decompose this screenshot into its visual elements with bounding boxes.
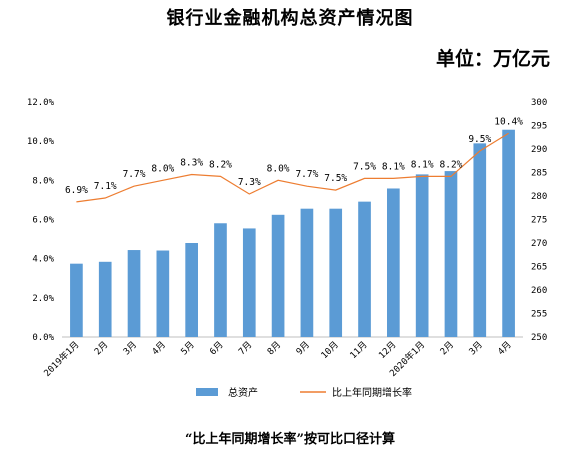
- growth-rate-line: [76, 132, 509, 203]
- bar-total-assets: [473, 143, 487, 337]
- right-axis-tick-label: 285: [531, 169, 547, 179]
- chart-title: 银行业金融机构总资产情况图: [166, 8, 414, 29]
- left-axis-tick-label: 6.0%: [32, 216, 54, 226]
- x-axis-tick-label: 2月: [92, 339, 110, 357]
- x-axis-tick-label: 11月: [348, 339, 370, 361]
- bar-total-assets: [444, 171, 458, 337]
- unit-label: 单位：万亿元: [435, 48, 550, 70]
- x-axis-tick-label: 10月: [319, 339, 341, 361]
- data-label: 7.7%: [295, 169, 318, 180]
- left-axis-tick-label: 4.0%: [32, 255, 54, 265]
- bar-total-assets: [127, 250, 141, 337]
- data-label: 10.4%: [494, 116, 523, 127]
- bar-total-assets: [415, 174, 429, 337]
- bar-total-assets: [70, 263, 83, 337]
- left-axis-ticks: 0.0% 2.0% 4.0% 6.0% 8.0% 10.0% 12.0%: [27, 98, 55, 343]
- left-axis-tick-label: 0.0%: [32, 333, 54, 343]
- bar-total-assets: [329, 208, 343, 337]
- data-label: 8.0%: [267, 163, 290, 174]
- left-axis-tick-label: 2.0%: [32, 294, 54, 304]
- data-label: 7.7%: [123, 169, 146, 180]
- legend-label-growth-rate: 比上年同期增长率: [332, 386, 412, 399]
- right-axis-tick-label: 260: [531, 286, 547, 296]
- left-axis-tick-label: 12.0%: [27, 98, 55, 108]
- right-axis-ticks: 250 255 260 265 270 275 280 285 290 295 300: [531, 98, 547, 343]
- right-axis-tick-label: 295: [531, 122, 547, 132]
- right-axis-tick-label: 275: [531, 216, 547, 226]
- bar-total-assets: [214, 223, 227, 337]
- x-axis-tick-label: 6月: [208, 339, 226, 357]
- data-label: 7.3%: [238, 177, 261, 188]
- bar-series: [70, 129, 515, 337]
- legend-label-total-assets: 总资产: [228, 386, 258, 399]
- data-label: 7.1%: [94, 181, 117, 192]
- x-axis-tick-label: 9月: [294, 339, 312, 357]
- data-label: 8.2%: [440, 159, 463, 170]
- x-axis-tick-label: 4月: [496, 339, 514, 357]
- data-label: 8.3%: [180, 157, 203, 168]
- data-label: 8.1%: [411, 159, 434, 170]
- bar-total-assets: [156, 250, 170, 337]
- data-label: 9.5%: [468, 134, 491, 145]
- data-label: 6.9%: [65, 185, 88, 196]
- footnote: “比上年同期增长率”按可比口径计算: [185, 432, 395, 447]
- data-label: 8.1%: [382, 161, 405, 172]
- bar-total-assets: [387, 188, 400, 337]
- data-labels: 6.9% 7.1% 7.7% 8.0% 8.3% 8.2% 7.3% 8.0% 7.7% 7.5%…: [65, 116, 523, 196]
- data-label: 7.5%: [324, 173, 347, 184]
- right-axis-tick-label: 265: [531, 263, 547, 273]
- legend-bar-swatch: [196, 388, 218, 396]
- x-axis-tick-label: 7月: [236, 339, 254, 357]
- bar-total-assets: [185, 243, 198, 337]
- bar-total-assets: [271, 214, 285, 337]
- left-axis-tick-label: 10.0%: [27, 137, 55, 147]
- right-axis-tick-label: 280: [531, 192, 547, 202]
- data-label: 8.0%: [151, 163, 174, 174]
- right-axis-tick-label: 250: [531, 333, 547, 343]
- bar-total-assets: [358, 201, 371, 337]
- data-label: 7.5%: [353, 161, 376, 172]
- legend: 总资产 比上年同期增长率: [196, 386, 412, 399]
- left-axis-tick-label: 8.0%: [32, 176, 54, 186]
- bar-total-assets: [300, 208, 314, 337]
- x-axis-tick-label: 2019年1月: [41, 339, 81, 379]
- x-axis-tick-label: 4月: [150, 339, 168, 357]
- x-axis-tick-label: 8月: [265, 339, 283, 357]
- x-axis-tick-label: 2月: [438, 339, 456, 357]
- x-axis-tick-label: 3月: [467, 339, 485, 357]
- data-label: 8.2%: [209, 159, 232, 170]
- right-axis-tick-label: 300: [531, 98, 547, 108]
- right-axis-tick-label: 270: [531, 239, 547, 249]
- right-axis-tick-label: 255: [531, 310, 547, 320]
- x-axis-tick-label: 5月: [179, 339, 197, 357]
- right-axis-tick-label: 290: [531, 145, 547, 155]
- x-axis-tick-label: 12月: [377, 339, 399, 361]
- bar-total-assets: [98, 261, 112, 337]
- bar-total-assets: [502, 129, 515, 337]
- x-axis-tick-label: 3月: [121, 339, 139, 357]
- bar-total-assets: [242, 228, 256, 337]
